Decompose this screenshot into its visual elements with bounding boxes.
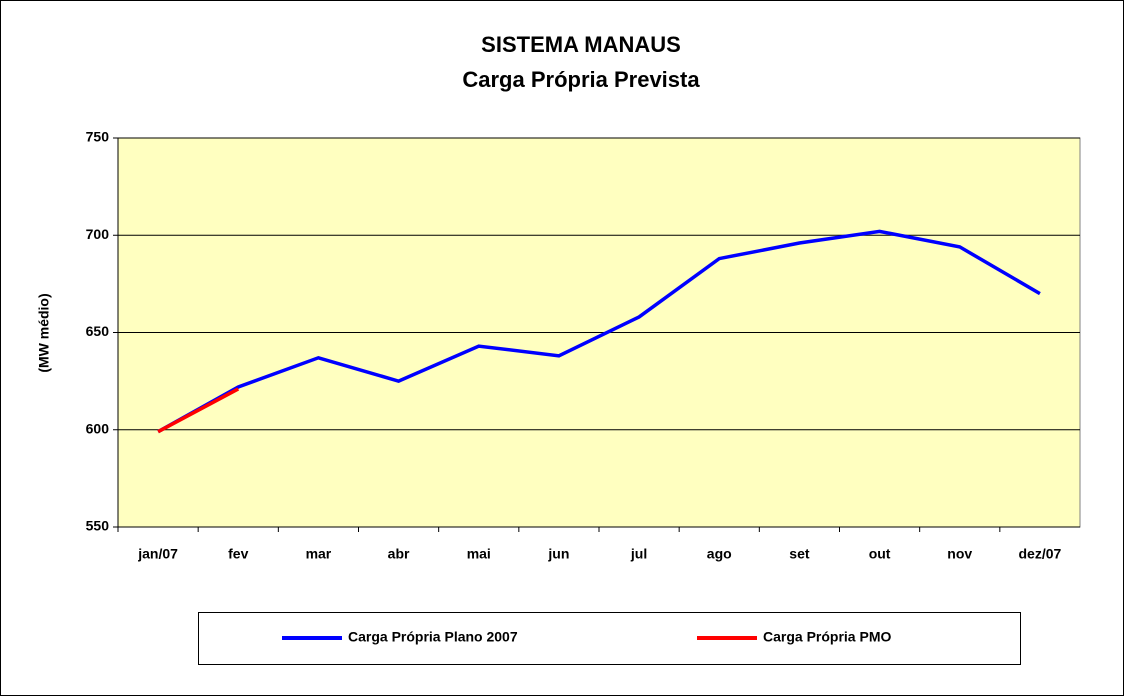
- x-tick-label: mar: [306, 546, 332, 562]
- x-tick-label: ago: [707, 546, 732, 562]
- y-axis-label: (MW médio): [36, 293, 52, 372]
- y-tick-label: 550: [86, 518, 110, 534]
- legend-label: Carga Própria PMO: [763, 629, 891, 645]
- x-tick-label: out: [869, 546, 891, 562]
- x-tick-label: abr: [388, 546, 410, 562]
- x-tick-label: jul: [630, 546, 647, 562]
- y-tick-label: 700: [86, 226, 110, 242]
- series-line: [157, 229, 1041, 434]
- chart-subtitle: Carga Própria Prevista: [462, 67, 700, 92]
- x-tick-label: nov: [947, 546, 972, 562]
- x-tick-label: mai: [467, 546, 491, 562]
- y-tick-label: 600: [86, 420, 110, 436]
- series-line: [157, 387, 240, 434]
- x-tick-label: jan/07: [137, 546, 178, 562]
- x-tick-label: fev: [228, 546, 248, 562]
- x-tick-label: jun: [547, 546, 569, 562]
- legend-label: Carga Própria Plano 2007: [348, 629, 518, 645]
- y-tick-label: 650: [86, 323, 110, 339]
- chart-title: SISTEMA MANAUS: [481, 32, 681, 57]
- y-tick-label: 750: [86, 129, 110, 145]
- x-tick-label: dez/07: [1019, 546, 1062, 562]
- x-tick-label: set: [789, 546, 810, 562]
